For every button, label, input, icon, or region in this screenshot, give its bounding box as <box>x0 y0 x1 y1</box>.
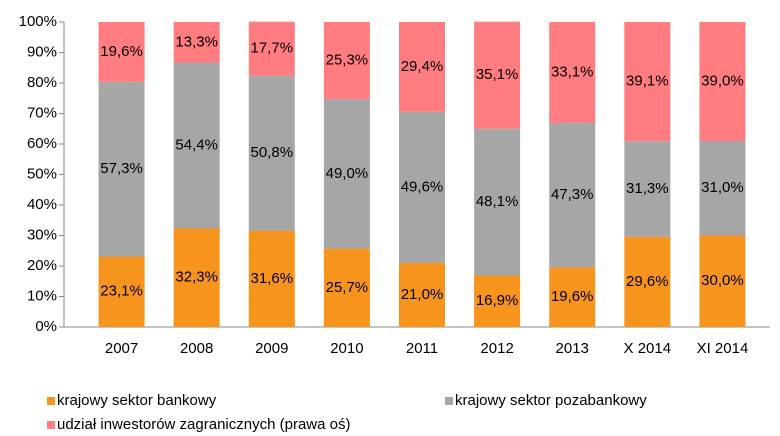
value-label: 54,4% <box>175 136 218 153</box>
value-label: 33,1% <box>551 63 594 80</box>
legend-swatch <box>47 421 55 429</box>
value-label: 25,3% <box>326 52 369 69</box>
x-tick-label: 2007 <box>105 340 138 357</box>
value-label: 49,0% <box>326 165 369 182</box>
bar-segment <box>173 62 220 229</box>
value-label: 19,6% <box>551 288 594 305</box>
bar-segment <box>699 22 746 141</box>
value-label: 19,6% <box>100 43 143 60</box>
legend-swatch <box>47 397 55 405</box>
legend-label: krajowy sektor bankowy <box>57 392 217 409</box>
bar-segment <box>699 140 746 236</box>
x-tick-label: 2010 <box>330 340 363 357</box>
y-tick-label: 90% <box>27 43 57 60</box>
bar-segment <box>549 122 596 268</box>
value-label: 49,6% <box>401 178 444 195</box>
value-label: 31,3% <box>626 180 669 197</box>
value-label: 16,9% <box>476 292 519 309</box>
value-label: 29,6% <box>626 273 669 290</box>
bar-segment <box>624 236 671 327</box>
y-tick-label: 80% <box>27 74 57 91</box>
y-tick-label: 60% <box>27 135 57 152</box>
bar-segment <box>624 141 671 237</box>
bar-segment <box>98 256 145 327</box>
value-label: 50,8% <box>251 144 294 161</box>
x-tick-label: 2013 <box>556 340 589 357</box>
value-label: 39,1% <box>626 73 669 90</box>
legend-label: krajowy sektor pozabankowy <box>455 392 647 409</box>
x-tick-label: 2008 <box>180 340 213 357</box>
x-tick-label: 2009 <box>255 340 288 357</box>
bar-segment <box>98 81 145 257</box>
bar-segment <box>399 262 445 327</box>
bar-segment <box>248 21 295 76</box>
x-tick-label: 2011 <box>406 340 438 357</box>
legend-swatch <box>445 397 453 405</box>
x-tick-label: 2012 <box>480 340 513 357</box>
bar-segment <box>549 22 596 123</box>
y-tick-label: 50% <box>27 165 57 182</box>
y-tick-label: 10% <box>27 287 57 304</box>
value-label: 48,1% <box>476 193 519 210</box>
x-tick-label: XI 2014 <box>697 340 749 357</box>
bar-segment <box>323 22 370 100</box>
bar-segment <box>399 111 445 263</box>
value-label: 39,0% <box>701 72 744 89</box>
value-label: 35,1% <box>476 66 519 83</box>
bar-segment <box>248 75 295 231</box>
value-label: 47,3% <box>551 186 594 203</box>
value-label: 32,3% <box>175 269 218 286</box>
bar-segment <box>399 22 445 112</box>
value-label: 31,6% <box>251 270 294 287</box>
value-label: 23,1% <box>100 283 143 300</box>
y-tick-label: 100% <box>19 13 57 30</box>
bar-segment <box>699 235 746 327</box>
value-label: 17,7% <box>251 40 294 57</box>
value-label: 57,3% <box>100 160 143 177</box>
bar-segment <box>474 275 521 327</box>
y-tick-label: 20% <box>27 257 57 274</box>
y-tick-label: 30% <box>27 226 57 243</box>
x-tick-label: X 2014 <box>624 340 672 357</box>
value-label: 31,0% <box>701 179 744 196</box>
value-label: 30,0% <box>701 272 744 289</box>
value-label: 13,3% <box>175 33 218 50</box>
y-tick-label: 70% <box>27 104 57 121</box>
bar-segment <box>323 99 370 249</box>
legend-label: udział inwestorów zagranicznych (prawa o… <box>57 416 350 433</box>
value-label: 29,4% <box>401 58 444 75</box>
bar-segment <box>173 228 220 327</box>
bar-segment <box>98 22 145 82</box>
bar-segment <box>248 230 295 327</box>
y-tick-label: 0% <box>35 318 57 335</box>
bar-segment <box>624 22 671 142</box>
value-label: 21,0% <box>401 286 444 303</box>
bar-segment <box>549 267 596 327</box>
y-tick-label: 40% <box>27 196 57 213</box>
value-label: 25,7% <box>326 279 369 296</box>
bar-segment <box>474 21 521 129</box>
bar-segment <box>173 22 220 63</box>
bar-segment <box>323 248 370 327</box>
bar-segment <box>474 128 521 276</box>
